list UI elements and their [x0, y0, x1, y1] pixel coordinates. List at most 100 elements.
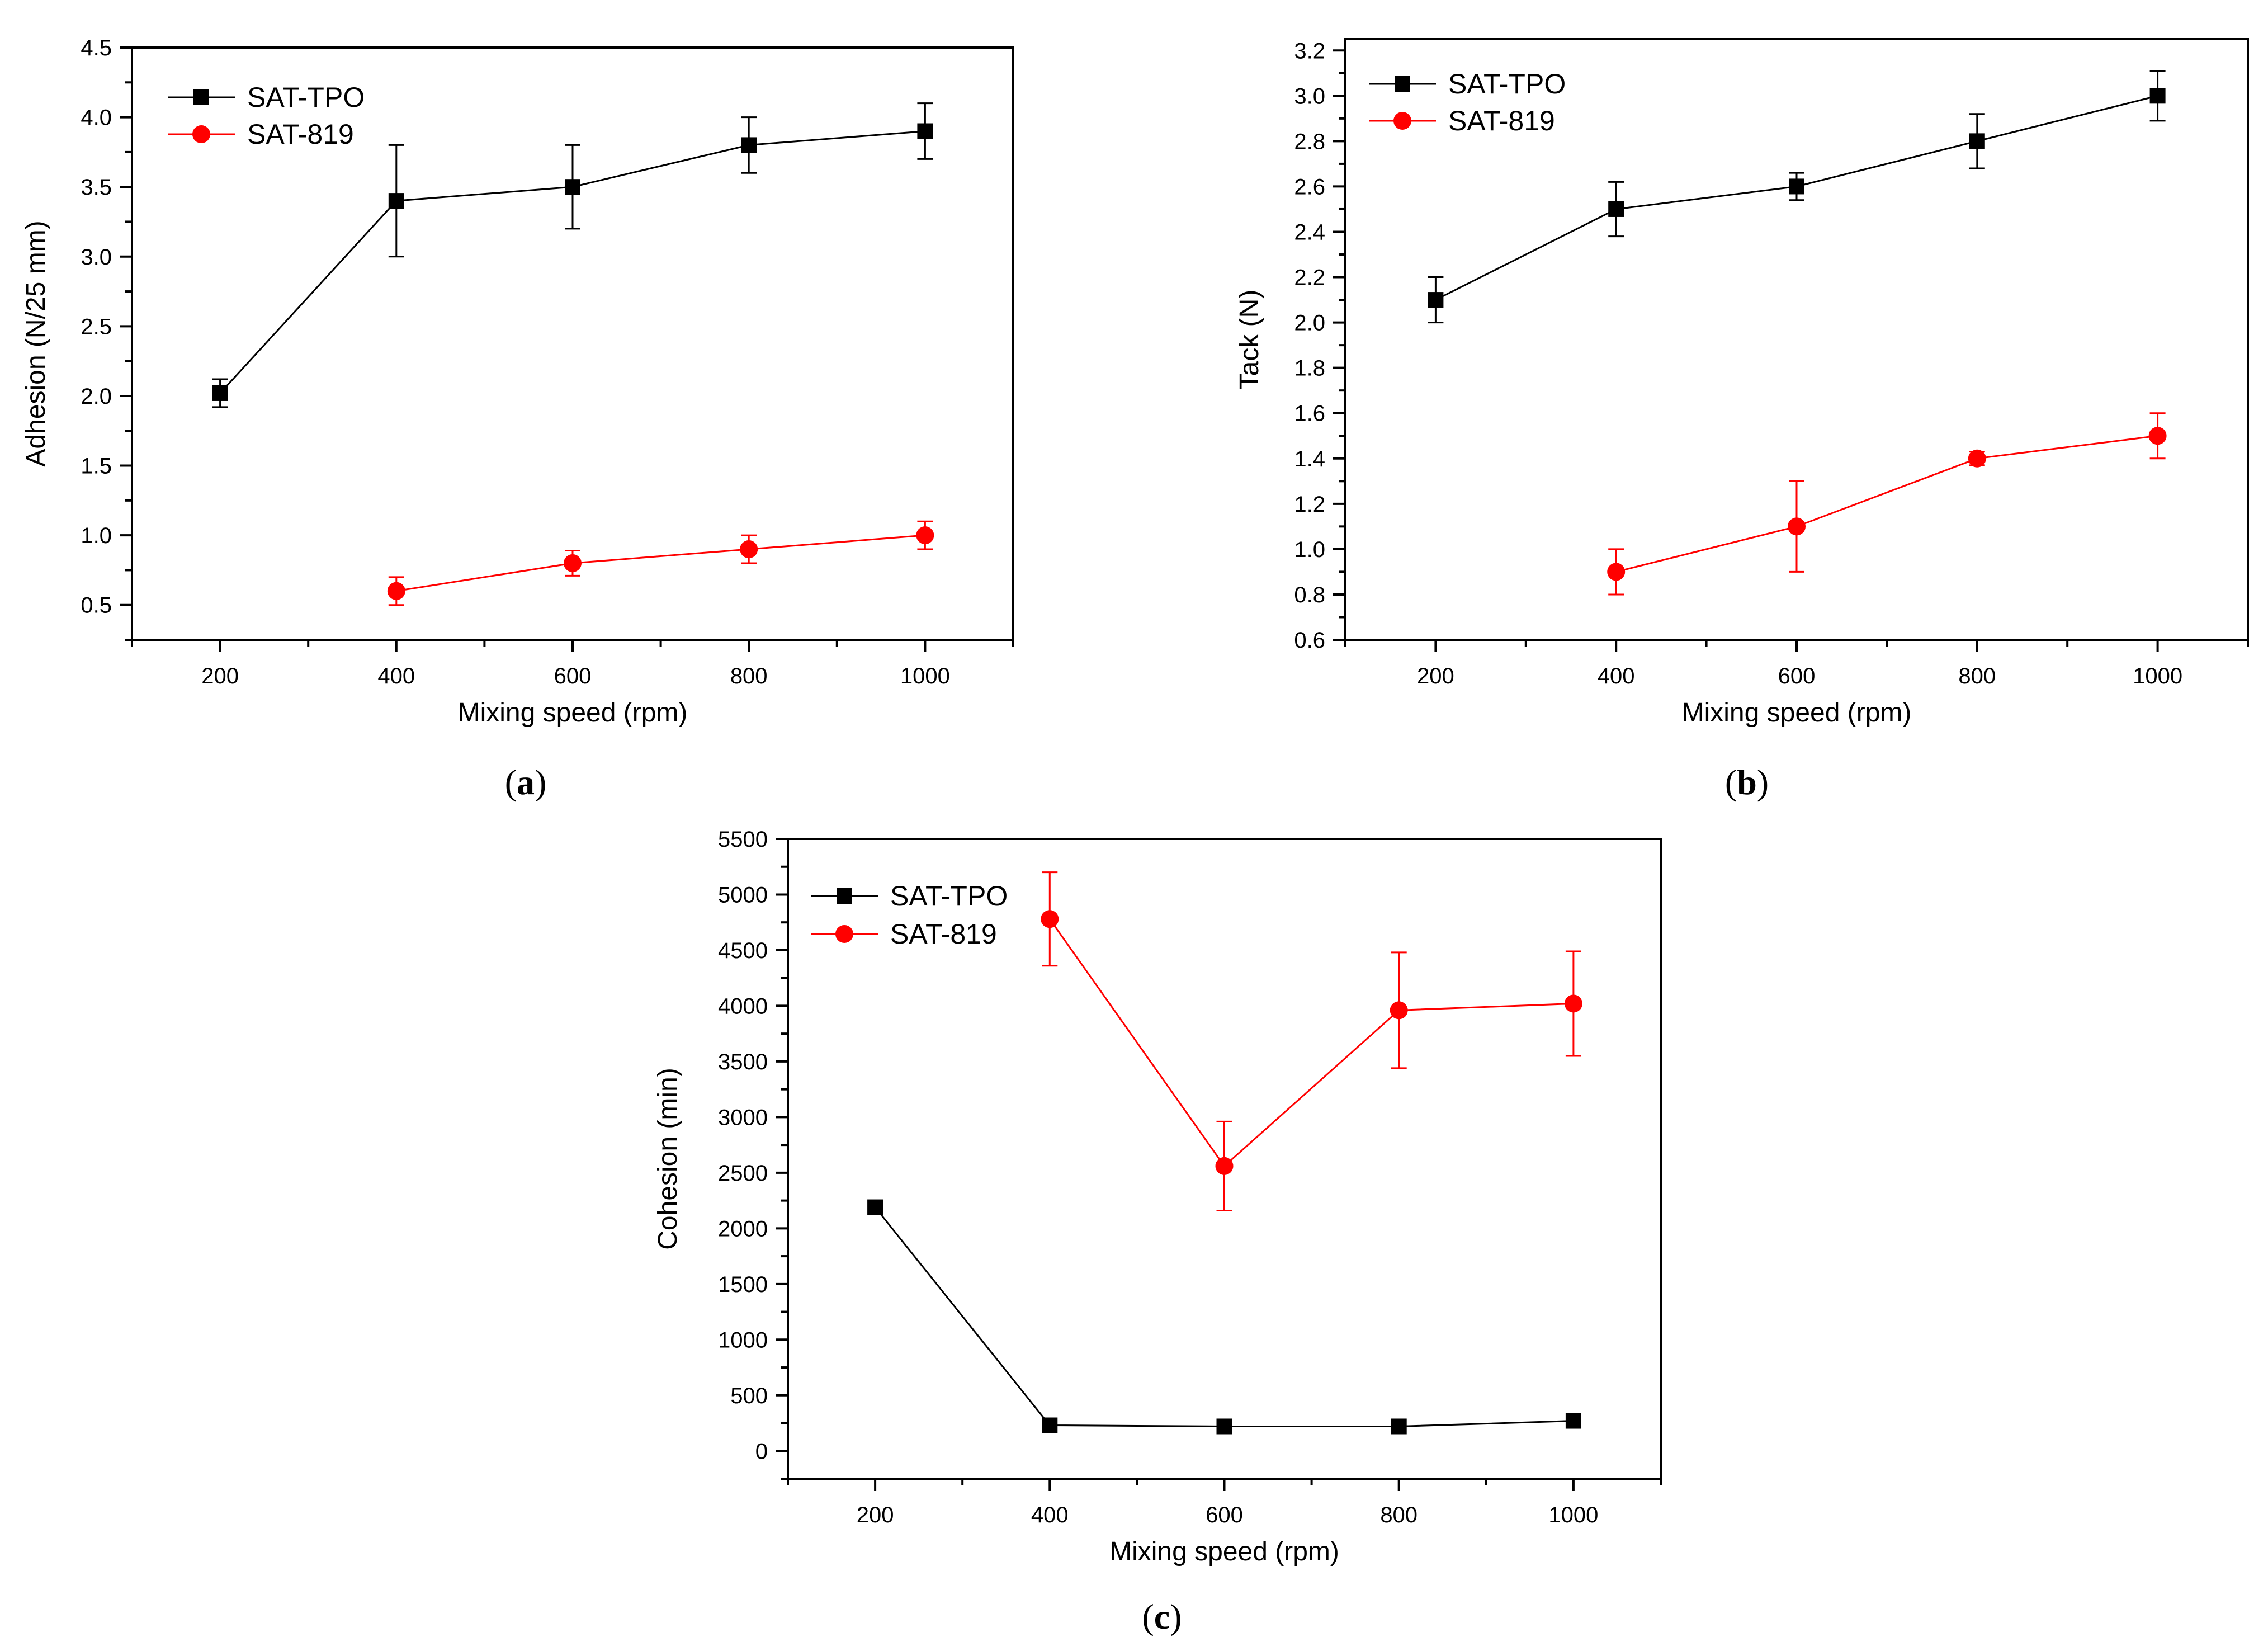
y-tick-label: 2.2	[1294, 266, 1325, 290]
y-tick-label: 5500	[718, 827, 768, 852]
chart-panel-c: 200 400 600 800 1000 0 500 1000 1500 2000 2500 3000…	[653, 827, 1662, 1636]
legend-marker	[835, 925, 853, 943]
data-point	[1041, 910, 1059, 928]
data-point	[387, 582, 405, 600]
data-point	[1788, 517, 1806, 536]
data-point	[564, 554, 582, 572]
y-tick-label: 1.5	[81, 454, 112, 479]
data-point	[1216, 1418, 1232, 1435]
y-tick-label: 2.8	[1294, 129, 1325, 154]
x-tick-label: 800	[1958, 664, 1996, 688]
panel-label: (a)	[505, 762, 547, 802]
x-tick-label: 800	[730, 664, 768, 688]
y-axis-title: Adhesion (N/25 mm)	[21, 220, 51, 466]
x-tick-label: 200	[201, 664, 239, 688]
y-tick-label: 4.5	[81, 36, 112, 60]
x-tick-label: 1000	[1548, 1503, 1598, 1527]
series-line	[1615, 435, 2158, 573]
y-axis-title: Tack (N)	[1235, 290, 1264, 390]
y-tick-label: 4500	[718, 938, 768, 963]
y-tick-label: 2.0	[81, 384, 112, 409]
data-point	[1969, 133, 1985, 149]
x-tick-label: 400	[1031, 1503, 1069, 1527]
data-point	[867, 1199, 883, 1215]
data-point	[916, 526, 934, 545]
y-tick-label: 1.4	[1294, 447, 1325, 471]
y-tick-label: 4.0	[81, 106, 112, 130]
y-tick-label: 3.2	[1294, 39, 1325, 63]
legend-label: SAT-TPO	[890, 880, 1008, 912]
panel-label: (b)	[1725, 762, 1769, 802]
data-point	[1390, 1001, 1408, 1020]
series-line	[396, 534, 925, 592]
chart-panel-a: 200 400 600 800 1000 0.5 1.0 1.5 2.0 2.5 3.0 3.5 4.0…	[21, 36, 1014, 802]
y-tick-label: 2.4	[1294, 220, 1325, 244]
y-tick-label: 3.0	[81, 245, 112, 270]
data-point	[388, 193, 404, 209]
y-tick-label: 3500	[718, 1050, 768, 1074]
y-tick-label: 2.5	[81, 314, 112, 339]
x-tick-label: 400	[1598, 664, 1635, 688]
legend-marker	[1393, 112, 1411, 130]
data-point	[740, 540, 758, 559]
data-point	[565, 179, 580, 195]
data-point	[1564, 994, 1582, 1013]
data-point	[741, 137, 757, 153]
x-tick-label: 600	[1206, 1503, 1243, 1527]
data-point	[1608, 201, 1624, 217]
legend-marker	[193, 89, 209, 105]
y-tick-label: 1000	[718, 1328, 768, 1352]
x-tick-label: 800	[1380, 1503, 1418, 1527]
legend-label: SAT-TPO	[1448, 68, 1566, 100]
y-tick-label: 1.8	[1294, 356, 1325, 381]
x-axis-title: Mixing speed (rpm)	[1682, 698, 1912, 728]
y-tick-label: 1.0	[1294, 537, 1325, 562]
y-tick-label: 5000	[718, 883, 768, 907]
legend-marker	[192, 125, 210, 143]
x-tick-label: 600	[554, 664, 592, 688]
y-tick-label: 2500	[718, 1161, 768, 1186]
data-point	[1789, 178, 1804, 195]
chart-panel-b: 200 400 600 800 1000 0.6 0.8 1.0 1.2 1.4 1.6 1.8 2.0…	[1235, 38, 2249, 802]
data-point	[1215, 1157, 1234, 1175]
x-tick-label: 600	[1778, 664, 1816, 688]
data-point	[917, 123, 933, 139]
y-tick-label: 1.6	[1294, 402, 1325, 426]
y-tick-label: 4000	[718, 994, 768, 1018]
y-tick-label: 0.8	[1294, 583, 1325, 607]
data-point	[1428, 292, 1444, 308]
legend-label: SAT-819	[247, 119, 354, 150]
y-tick-label: 2000	[718, 1216, 768, 1241]
y-tick-label: 3.0	[1294, 84, 1325, 109]
y-tick-label: 1500	[718, 1272, 768, 1297]
y-tick-label: 2.6	[1294, 174, 1325, 199]
legend-marker	[1395, 76, 1410, 92]
data-point	[1391, 1418, 1407, 1435]
y-tick-label: 500	[730, 1384, 768, 1408]
legend-marker	[837, 888, 852, 904]
y-tick-label: 0.5	[81, 593, 112, 618]
x-tick-label: 200	[1417, 664, 1454, 688]
x-tick-label: 200	[857, 1503, 894, 1527]
data-point	[1968, 449, 1986, 468]
data-point	[212, 385, 228, 401]
x-tick-label: 1000	[900, 664, 950, 688]
legend-label: SAT-TPO	[247, 82, 365, 113]
y-axis-title: Cohesion (min)	[653, 1068, 683, 1249]
x-tick-label: 1000	[2133, 664, 2182, 688]
data-point	[1607, 563, 1626, 581]
panel-label: (c)	[1142, 1597, 1182, 1636]
legend-label: SAT-819	[1448, 105, 1555, 136]
y-tick-label: 3000	[718, 1105, 768, 1130]
y-tick-label: 2.0	[1294, 311, 1325, 336]
y-tick-label: 1.2	[1294, 492, 1325, 517]
series-line	[1049, 918, 1574, 1168]
y-tick-label: 0.6	[1294, 628, 1325, 653]
data-point	[1565, 1413, 1581, 1429]
data-point	[1042, 1417, 1058, 1433]
legend-label: SAT-819	[890, 918, 997, 950]
x-axis-title: Mixing speed (rpm)	[458, 698, 688, 728]
x-tick-label: 400	[377, 664, 415, 688]
data-point	[2149, 88, 2166, 104]
y-tick-label: 3.5	[81, 175, 112, 200]
